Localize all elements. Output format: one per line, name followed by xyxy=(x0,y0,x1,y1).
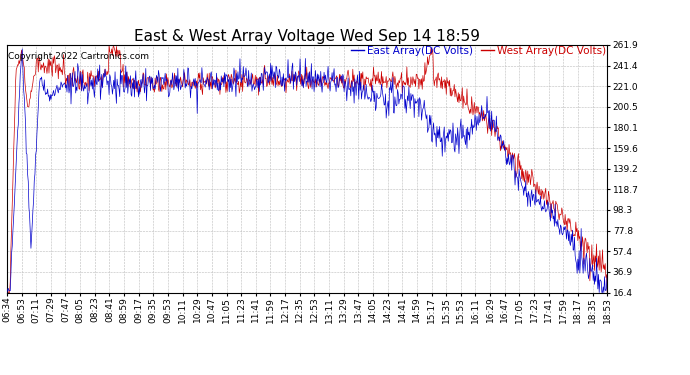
Title: East & West Array Voltage Wed Sep 14 18:59: East & West Array Voltage Wed Sep 14 18:… xyxy=(134,29,480,44)
Legend: East Array(DC Volts), West Array(DC Volts): East Array(DC Volts), West Array(DC Volt… xyxy=(351,46,606,56)
Text: Copyright 2022 Cartronics.com: Copyright 2022 Cartronics.com xyxy=(8,53,149,62)
